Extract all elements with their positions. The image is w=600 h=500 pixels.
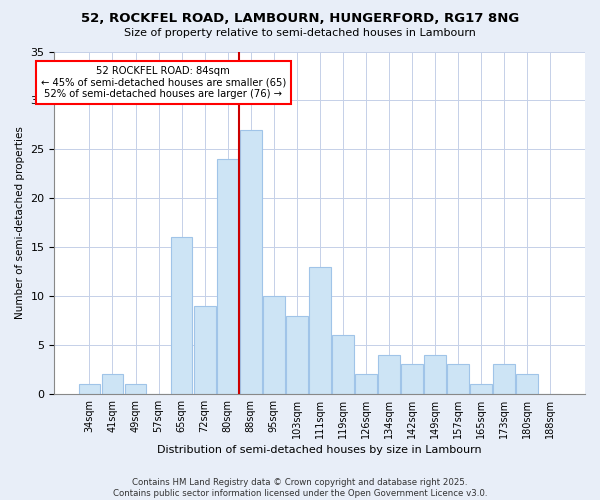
Bar	[424, 354, 446, 394]
Text: Size of property relative to semi-detached houses in Lambourn: Size of property relative to semi-detach…	[124, 28, 476, 38]
Bar	[470, 384, 492, 394]
Bar	[378, 354, 400, 394]
Bar	[447, 364, 469, 394]
Text: 52, ROCKFEL ROAD, LAMBOURN, HUNGERFORD, RG17 8NG: 52, ROCKFEL ROAD, LAMBOURN, HUNGERFORD, …	[81, 12, 519, 26]
Bar	[101, 374, 124, 394]
Text: Contains HM Land Registry data © Crown copyright and database right 2025.
Contai: Contains HM Land Registry data © Crown c…	[113, 478, 487, 498]
X-axis label: Distribution of semi-detached houses by size in Lambourn: Distribution of semi-detached houses by …	[157, 445, 482, 455]
Bar	[217, 159, 239, 394]
Bar	[125, 384, 146, 394]
Bar	[401, 364, 423, 394]
Bar	[516, 374, 538, 394]
Bar	[194, 306, 215, 394]
Bar	[309, 266, 331, 394]
Bar	[286, 316, 308, 394]
Text: 52 ROCKFEL ROAD: 84sqm
← 45% of semi-detached houses are smaller (65)
52% of sem: 52 ROCKFEL ROAD: 84sqm ← 45% of semi-det…	[41, 66, 286, 100]
Bar	[355, 374, 377, 394]
Bar	[493, 364, 515, 394]
Bar	[79, 384, 100, 394]
Bar	[263, 296, 284, 394]
Bar	[332, 335, 353, 394]
Bar	[239, 130, 262, 394]
Bar	[170, 238, 193, 394]
Y-axis label: Number of semi-detached properties: Number of semi-detached properties	[15, 126, 25, 319]
